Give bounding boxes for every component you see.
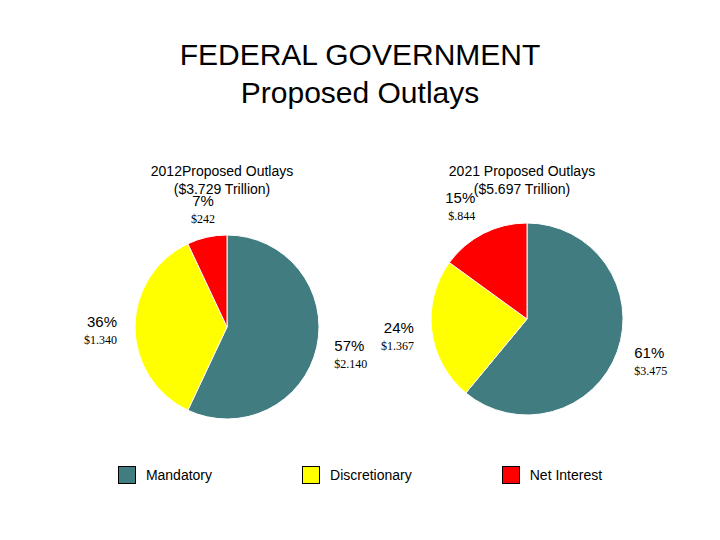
svg-text:57%: 57% [334, 337, 364, 354]
svg-text:15%: 15% [445, 189, 475, 206]
html-text:2021 Proposed Outlays: 2021 Proposed Outlays [448, 163, 596, 179]
svg-text:7%: 7% [192, 192, 214, 209]
html-text:2012Proposed Outlays: 2012Proposed Outlays [150, 163, 294, 179]
svg-text:$1.367: $1.367 [381, 339, 414, 353]
svg-text:$3.475: $3.475 [634, 364, 667, 378]
svg-text:61%: 61% [634, 344, 664, 361]
svg-text:$242: $242 [191, 212, 215, 226]
html-text:Mandatory: Mandatory [145, 467, 212, 483]
html-text:Net Interest: Net Interest [529, 467, 603, 483]
svg-text:36%: 36% [87, 313, 117, 330]
svg-text:$.844: $.844 [448, 209, 475, 223]
svg-text:$1.340: $1.340 [84, 333, 117, 347]
svg-text:$2.140: $2.140 [334, 357, 367, 371]
html-text:($3.729 Trillion): ($3.729 Trillion) [173, 181, 271, 197]
html-text:Proposed Outlays: Proposed Outlays [240, 76, 480, 109]
html-text:($5.697 Trillion): ($5.697 Trillion) [473, 181, 571, 197]
html-text:FEDERAL GOVERNMENT: FEDERAL GOVERNMENT [179, 38, 541, 71]
html-text:Discretionary: Discretionary [330, 467, 412, 483]
svg-text:24%: 24% [384, 319, 414, 336]
